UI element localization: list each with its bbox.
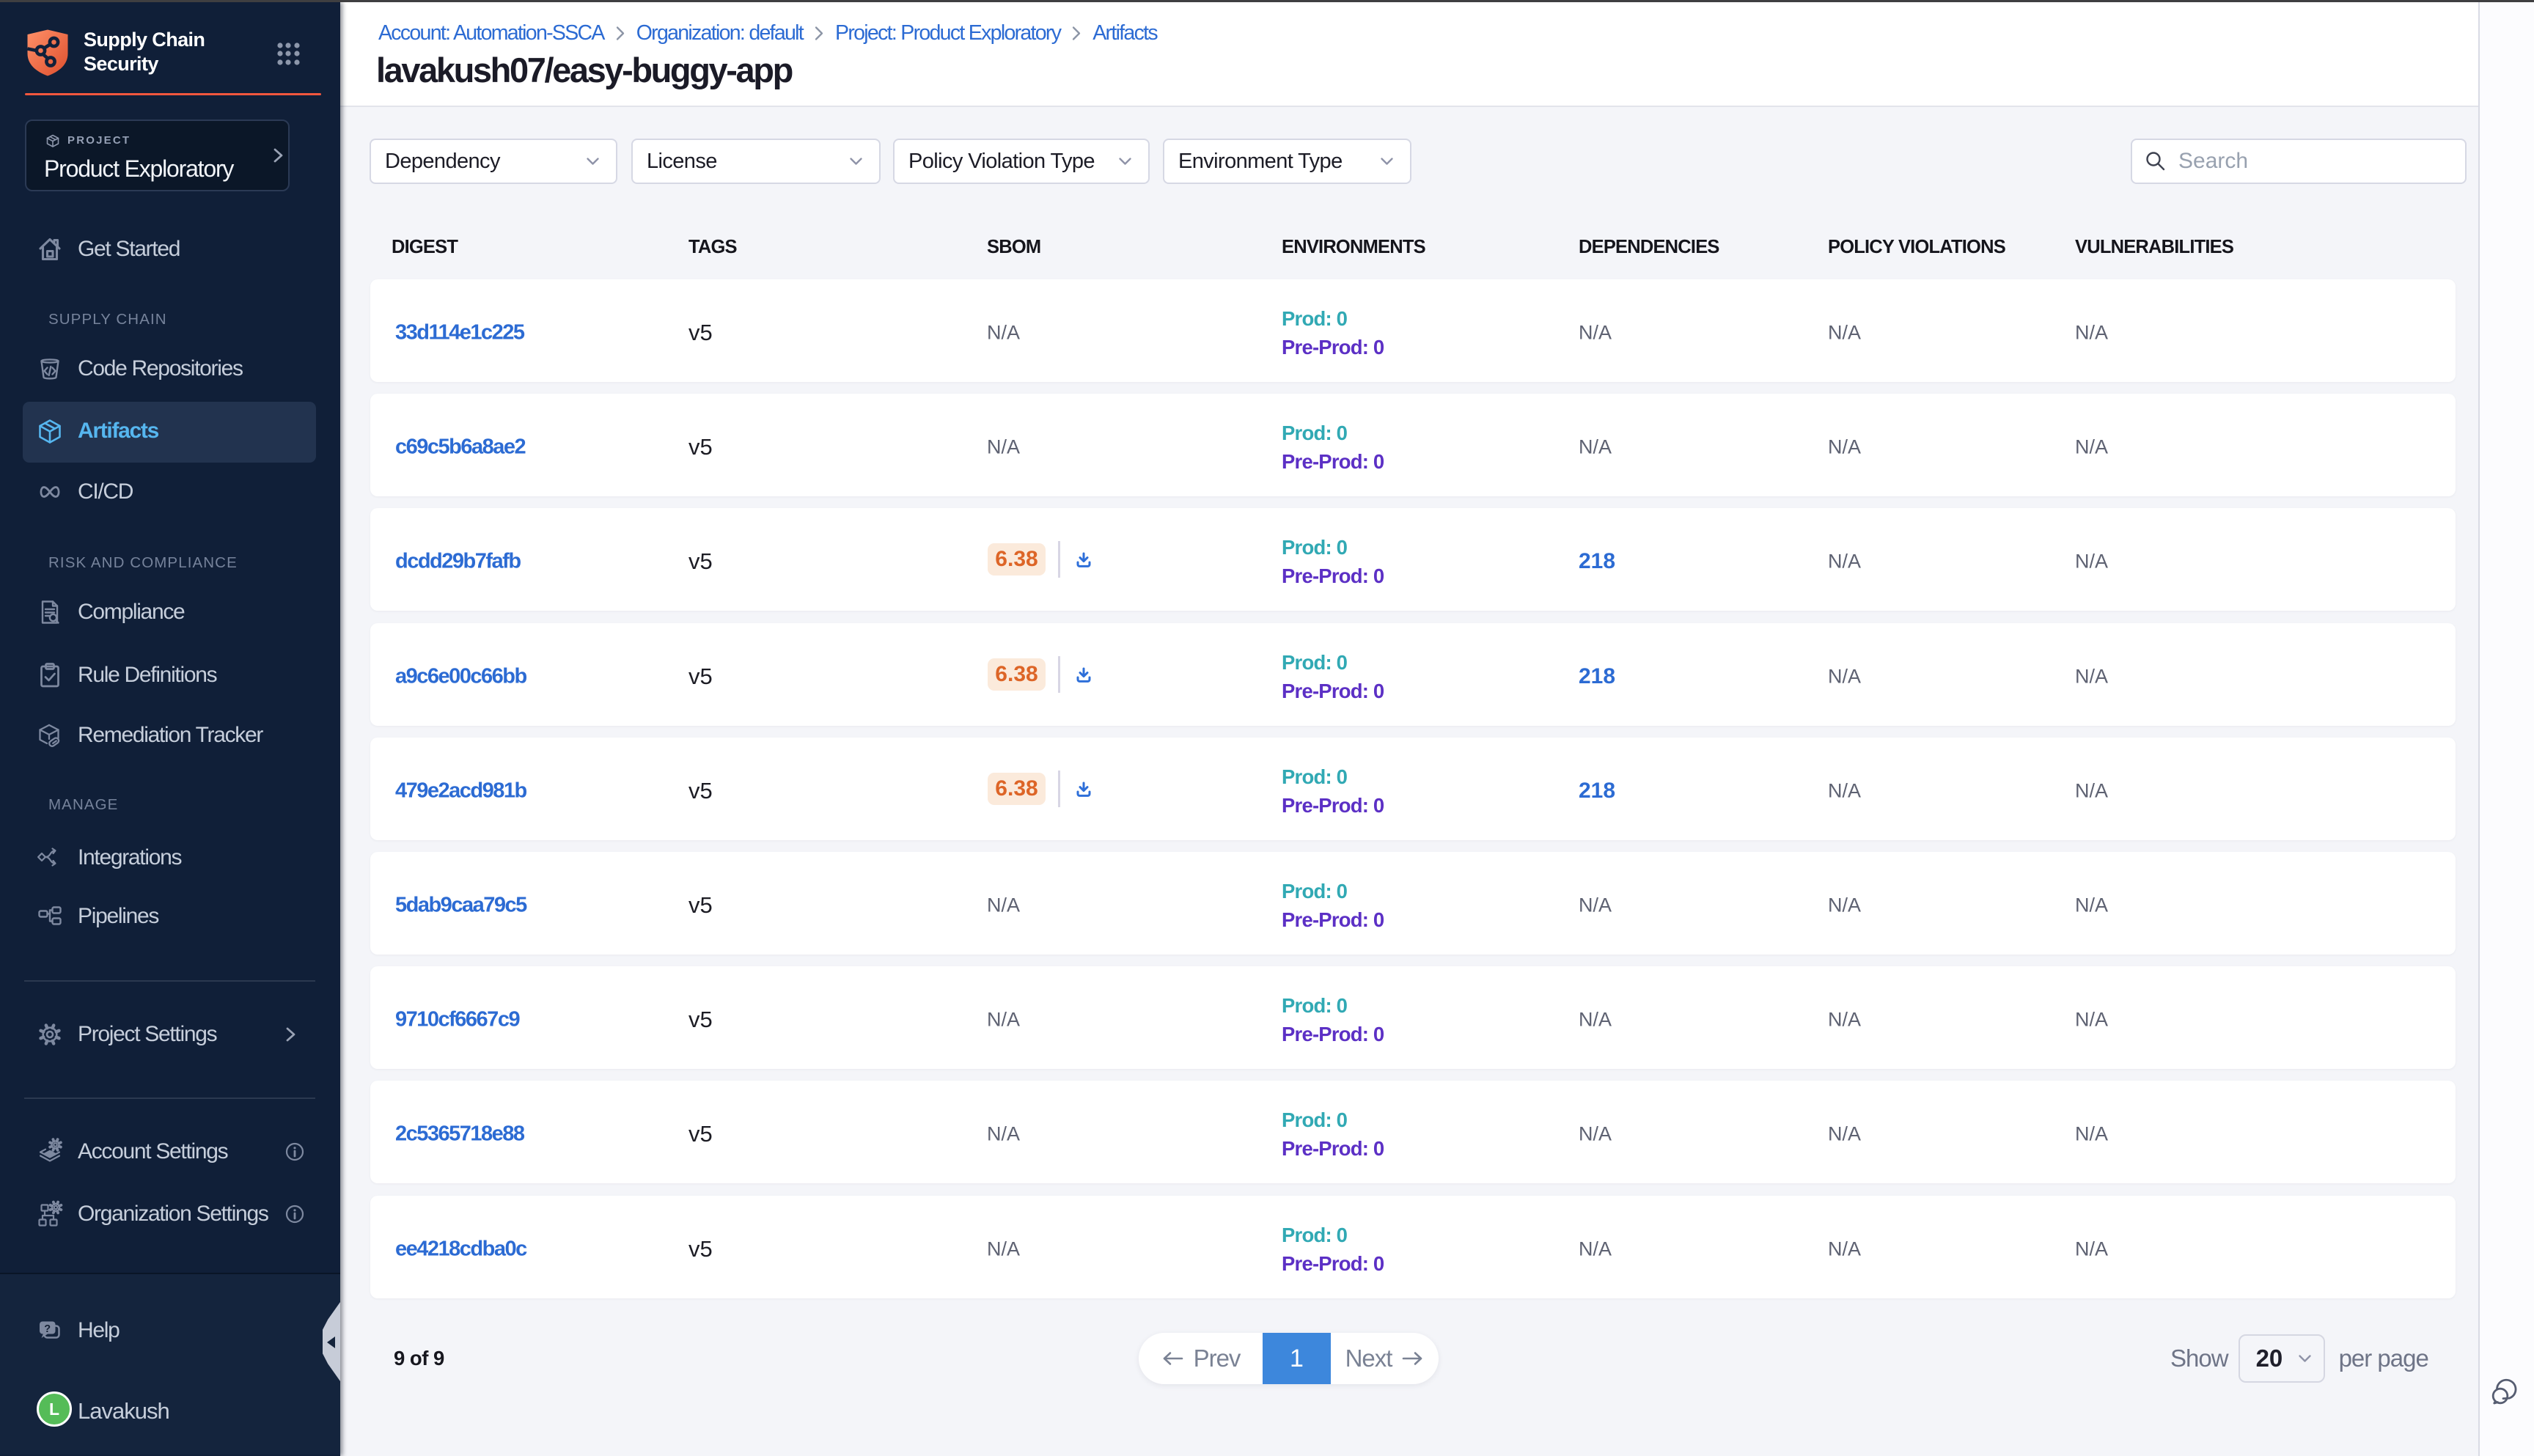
svg-text:?: ? xyxy=(44,1323,51,1335)
